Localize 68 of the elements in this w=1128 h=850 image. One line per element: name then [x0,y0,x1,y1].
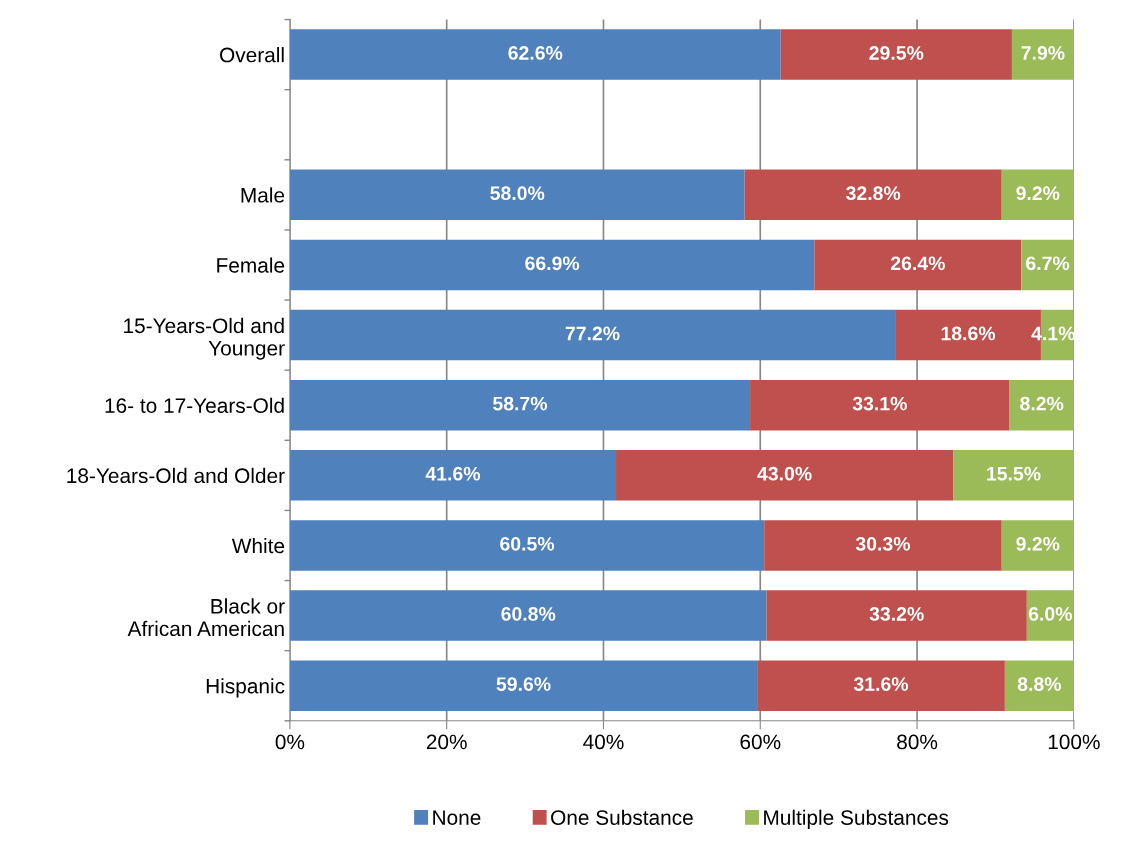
bar [616,450,954,501]
data-label: 59.6% [496,677,551,691]
data-label: 66.9% [525,256,580,271]
bar [814,239,1022,291]
data-label: 77.2% [565,326,620,341]
bar [744,169,1002,221]
bar [1001,520,1074,571]
bar [1001,169,1074,221]
bar [757,660,1005,711]
bar [953,450,1074,501]
bar [1021,239,1074,291]
bar [1011,29,1074,80]
data-label: 58.0% [490,186,545,201]
y-tick-label: Black or African American [127,598,285,637]
legend-label: One Substance [551,809,693,825]
x-tick-label: 60% [740,734,781,750]
bar [766,590,1027,641]
data-label: 31.6% [853,677,909,691]
y-tick-label: 16- to 17-Years-Old [105,397,284,413]
data-label: 62.6% [508,46,563,60]
data-label: 15.5% [987,466,1041,481]
data-label: 29.5% [869,46,924,60]
y-tick-label: Hispanic [206,678,285,698]
y-tick-label: Overall [220,47,284,63]
data-label: 30.3% [855,536,911,551]
x-tick-label: 20% [426,734,467,750]
bar [289,379,751,431]
bar [780,29,1012,80]
y-tick-label: Female [217,257,285,273]
bar [289,239,815,291]
bar [289,660,758,711]
legend-label: None [433,810,481,825]
data-label: 9.2% [1016,536,1060,551]
data-label: 60.5% [500,536,555,551]
bar [750,379,1010,431]
data-label: 60.8% [501,607,556,621]
data-label: 8.8% [1017,677,1062,691]
x-tick-label: 100% [1048,734,1100,750]
y-tick-label: 18-Years-Old and Older [67,467,285,484]
data-label: 6.0% [1028,607,1072,621]
bar [289,450,617,501]
bar [289,590,767,641]
data-label: 58.7% [493,396,548,411]
bar [1009,379,1074,431]
bar [289,520,765,571]
data-label: 18.6% [941,326,996,341]
data-label: 33.1% [852,396,907,411]
data-label: 32.8% [846,186,901,201]
data-label: 6.7% [1026,256,1070,271]
data-label: 43.0% [757,466,812,481]
data-label: 9.2% [1016,186,1060,201]
y-tick-label: Male [241,187,285,203]
bar [289,169,745,221]
bar [289,309,896,361]
data-label: 33.2% [869,607,924,621]
bar [764,520,1002,571]
y-tick-label: 15-Years-Old and Younger [124,317,285,360]
y-tick-label: White [231,537,285,554]
x-tick-label: 80% [897,734,938,750]
data-label: 8.2% [1020,396,1064,411]
bar [289,29,781,80]
x-tick-label: 40% [583,734,624,750]
legend-label: Multiple Substances [764,809,949,830]
data-label: 26.4% [890,256,945,271]
x-tick-label: 0% [275,734,305,750]
data-label: 7.9% [1021,46,1065,60]
data-label: 41.6% [425,466,481,481]
bar [1004,660,1074,711]
